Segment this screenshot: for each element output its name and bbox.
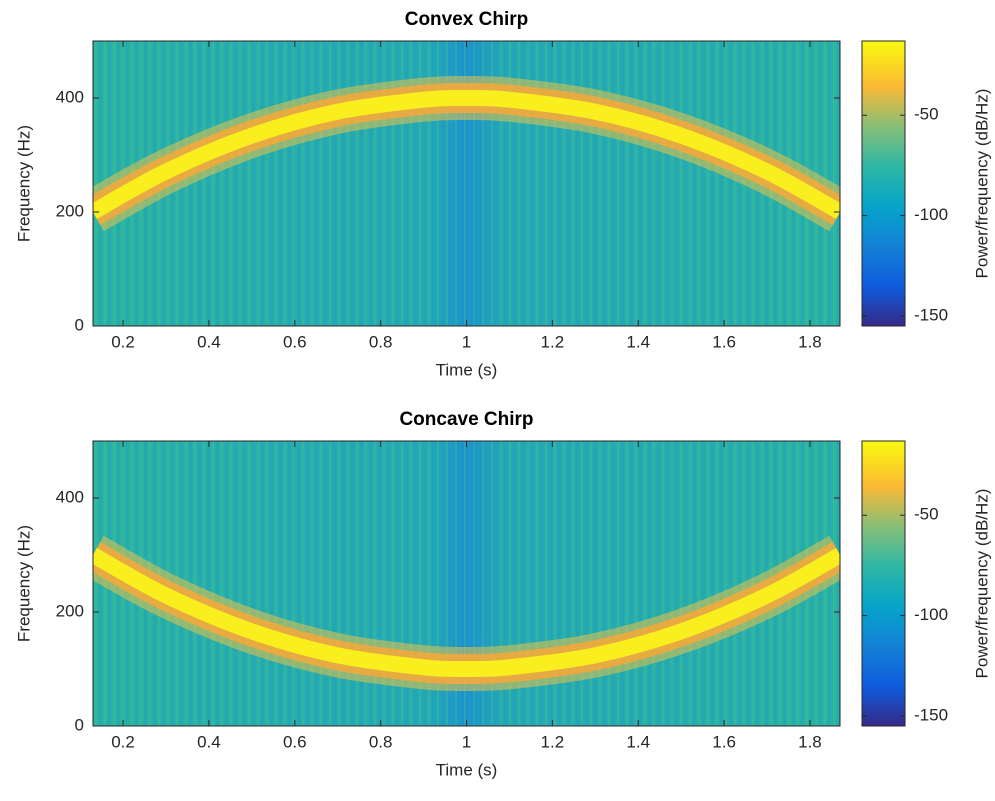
x-tick-label: 1.4	[626, 332, 650, 351]
x-tick-label: 1	[462, 732, 471, 751]
x-tick-label: 1.6	[712, 332, 736, 351]
colorbar-tick-label: -150	[914, 305, 948, 324]
colorbar	[861, 40, 906, 327]
y-tick-label: 400	[56, 87, 84, 106]
colorbar-tick-label: -100	[914, 605, 948, 624]
x-tick-label: 0.4	[197, 332, 221, 351]
x-tick-label: 0.8	[369, 732, 393, 751]
x-axis-label: Time (s)	[436, 760, 498, 779]
y-tick-label: 200	[56, 601, 84, 620]
x-tick-label: 0.2	[111, 332, 135, 351]
y-axis-label: Frequency (Hz)	[14, 525, 33, 642]
x-tick-label: 1.6	[712, 732, 736, 751]
x-tick-label: 1	[462, 332, 471, 351]
x-axis-label: Time (s)	[436, 360, 498, 379]
colorbar-label: Power/frequency (dB/Hz)	[972, 89, 991, 279]
colorbar-tick-label: -100	[914, 205, 948, 224]
y-tick-label: 400	[56, 487, 84, 506]
y-tick-label: 0	[75, 715, 84, 734]
x-tick-label: 0.6	[283, 332, 307, 351]
chart-title: Convex Chirp	[405, 9, 529, 30]
colorbar-label: Power/frequency (dB/Hz)	[972, 489, 991, 679]
x-tick-label: 0.2	[111, 732, 135, 751]
y-axis-label: Frequency (Hz)	[14, 125, 33, 242]
ridge	[93, 548, 840, 678]
x-tick-label: 1.8	[798, 332, 822, 351]
colorbar-tick-label: -150	[914, 705, 948, 724]
x-tick-label: 1.4	[626, 732, 650, 751]
ridge	[93, 89, 840, 219]
colorbar-tick-label: -50	[914, 505, 939, 524]
x-tick-label: 1.2	[541, 332, 565, 351]
y-tick-label: 0	[75, 315, 84, 334]
ridge-group	[93, 535, 840, 692]
x-tick-label: 0.6	[283, 732, 307, 751]
chart-title: Concave Chirp	[399, 409, 533, 430]
x-tick-label: 0.8	[369, 332, 393, 351]
x-tick-label: 1.8	[798, 732, 822, 751]
x-tick-label: 1.2	[541, 732, 565, 751]
y-tick-label: 200	[56, 201, 84, 220]
x-tick-label: 0.4	[197, 732, 221, 751]
colorbar-tick-label: -50	[914, 105, 939, 124]
colorbar	[861, 440, 906, 727]
ridge-group	[93, 75, 840, 232]
